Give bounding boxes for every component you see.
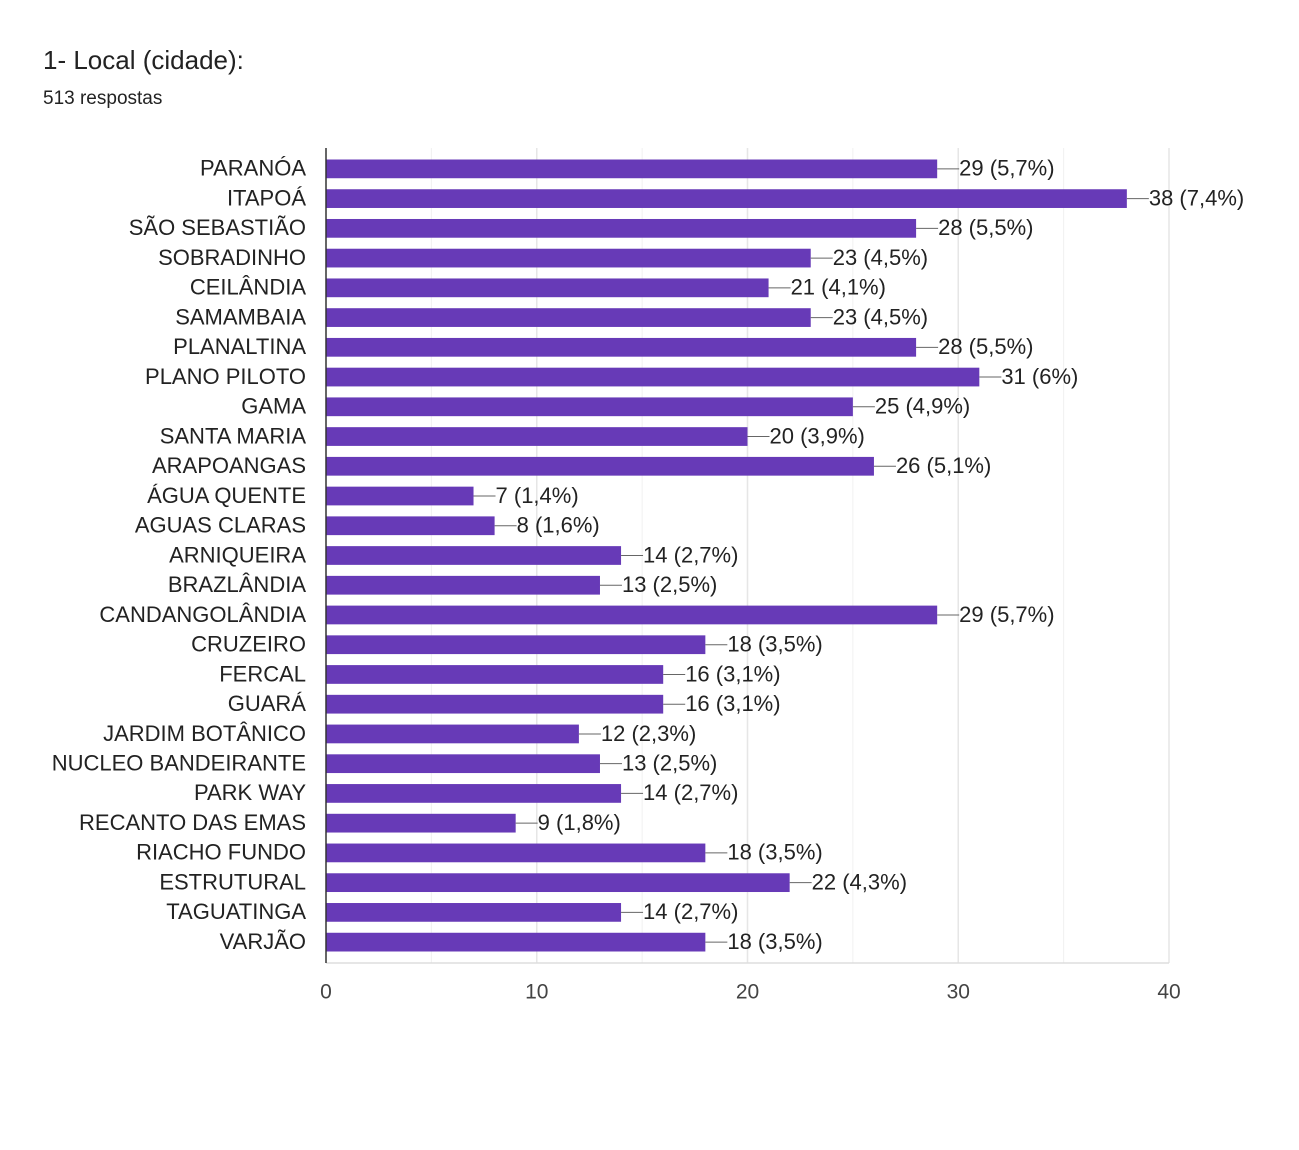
bar (326, 784, 622, 803)
bar (326, 903, 622, 922)
value-label: 8 (1,6%) (517, 513, 600, 538)
y-tick-label: TAGUATINGA (166, 899, 306, 924)
bar (326, 337, 917, 357)
bar (326, 397, 853, 417)
value-label: 9 (1,8%) (538, 810, 621, 835)
y-tick-label: ESTRUTURAL (159, 869, 306, 894)
bar (326, 308, 811, 327)
x-tick-label: 30 (947, 981, 970, 1004)
value-label: 12 (2,3%) (601, 721, 696, 746)
bar (326, 278, 769, 298)
bar (326, 218, 917, 238)
value-label: 22 (4,3%) (812, 869, 907, 894)
y-tick-label: SÃO SEBASTIÃO (129, 215, 306, 240)
y-tick-label: GUARÁ (228, 691, 307, 716)
y-tick-label: GAMA (241, 394, 306, 419)
y-tick-label: JARDIM BOTÂNICO (103, 721, 306, 746)
y-tick-label: NUCLEO BANDEIRANTE (52, 750, 306, 775)
x-tick-label: 10 (525, 981, 548, 1004)
y-tick-label: CEILÂNDIA (190, 275, 306, 300)
bar (326, 486, 474, 506)
y-tick-label: ITAPOÁ (227, 185, 306, 210)
y-tick-label: PARANÓA (200, 156, 306, 181)
y-tick-label: ARNIQUEIRA (169, 542, 306, 567)
value-label: 21 (4,1%) (791, 275, 886, 300)
bar (326, 456, 874, 476)
value-label: 7 (1,4%) (496, 483, 579, 508)
bar (326, 754, 600, 774)
chart-title: 1- Local (cidade): (43, 45, 244, 75)
value-label: 13 (2,5%) (622, 572, 717, 597)
y-tick-label: RIACHO FUNDO (136, 840, 306, 865)
value-label: 18 (3,5%) (727, 929, 822, 954)
y-tick-label: VARJÃO (220, 929, 306, 954)
value-label: 26 (5,1%) (896, 453, 991, 478)
bar (326, 546, 622, 565)
value-label: 29 (5,7%) (959, 156, 1054, 181)
bar (326, 635, 706, 655)
value-label: 14 (2,7%) (643, 542, 738, 567)
y-tick-label: FERCAL (219, 661, 306, 686)
value-label: 16 (3,1%) (685, 691, 780, 716)
x-tick-label: 40 (1157, 981, 1180, 1004)
y-tick-label: PLANO PILOTO (145, 364, 306, 389)
value-label: 23 (4,5%) (833, 245, 928, 270)
value-label: 13 (2,5%) (622, 750, 717, 775)
value-label: 38 (7,4%) (1149, 185, 1244, 210)
value-label: 14 (2,7%) (643, 780, 738, 805)
x-tick-label: 20 (736, 981, 759, 1004)
value-label: 18 (3,5%) (727, 632, 822, 657)
x-tick-label: 0 (320, 981, 332, 1004)
bar (326, 932, 706, 952)
y-tick-label: SANTA MARIA (160, 423, 307, 448)
value-label: 18 (3,5%) (727, 840, 822, 865)
bar (326, 367, 980, 387)
bar (326, 813, 516, 833)
value-label: 31 (6%) (1001, 364, 1078, 389)
y-tick-label: CANDANGOLÂNDIA (99, 602, 306, 627)
bar (326, 189, 1127, 208)
bar (326, 843, 706, 863)
y-tick-label: SOBRADINHO (158, 245, 306, 270)
bar (326, 427, 748, 446)
bar (326, 665, 664, 684)
value-label: 29 (5,7%) (959, 602, 1054, 627)
value-label: 16 (3,1%) (685, 661, 780, 686)
value-label: 28 (5,5%) (938, 334, 1033, 359)
bar (326, 575, 600, 595)
y-tick-label: BRAZLÂNDIA (168, 572, 306, 597)
value-label: 14 (2,7%) (643, 899, 738, 924)
y-tick-label: RECANTO DAS EMAS (79, 810, 306, 835)
value-label: 25 (4,9%) (875, 394, 970, 419)
y-tick-label: SAMAMBAIA (175, 304, 306, 329)
chart-subtitle: 513 respostas (43, 88, 162, 109)
bar (326, 873, 790, 893)
value-label: 23 (4,5%) (833, 304, 928, 329)
bar (326, 694, 664, 714)
y-tick-label: PARK WAY (194, 780, 306, 805)
bar (326, 724, 579, 744)
y-tick-label: PLANALTINA (173, 334, 306, 359)
bar (326, 516, 495, 536)
y-tick-label: ARAPOANGAS (152, 453, 306, 478)
bar (326, 605, 938, 625)
bar (326, 159, 938, 179)
y-tick-label: CRUZEIRO (191, 632, 306, 657)
value-label: 28 (5,5%) (938, 215, 1033, 240)
bar (326, 248, 811, 268)
y-tick-label: ÁGUA QUENTE (147, 483, 306, 508)
y-tick-label: AGUAS CLARAS (135, 513, 306, 538)
value-label: 20 (3,9%) (770, 423, 865, 448)
